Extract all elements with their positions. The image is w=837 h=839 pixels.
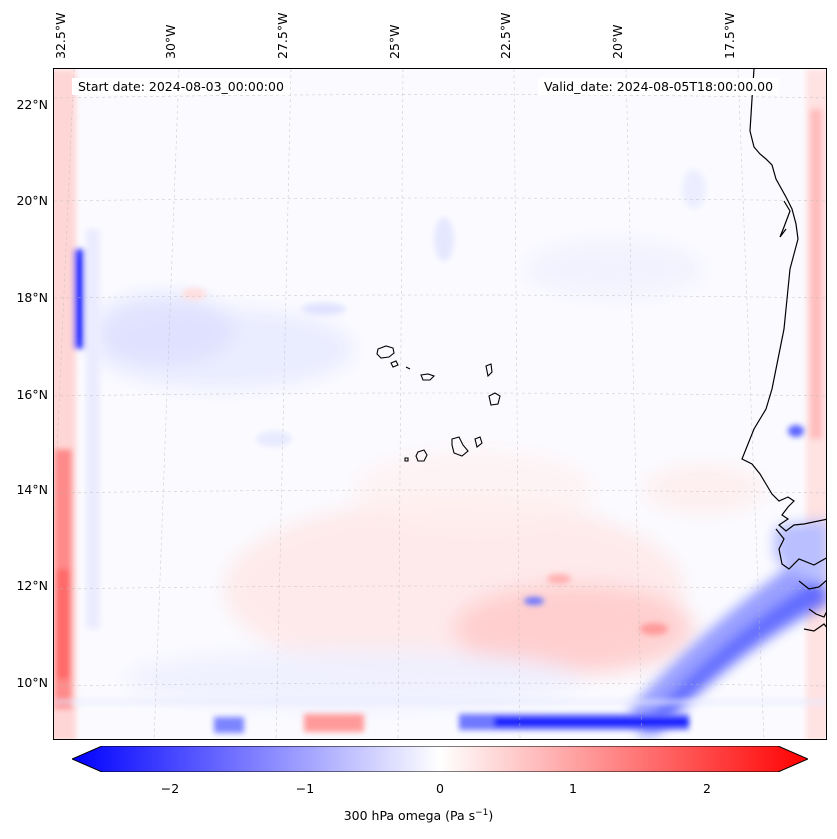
omega-field-plot <box>54 69 826 739</box>
colorbar-tick-label: −2 <box>160 781 180 796</box>
start-date-label: Start date: 2024-08-03_00:00:00 <box>72 78 290 95</box>
lat-tick-label: 12°N <box>16 578 48 593</box>
lat-tick-label: 18°N <box>16 290 48 305</box>
omega-left-edge-bands <box>54 69 100 739</box>
lat-tick-label: 14°N <box>16 482 48 497</box>
colorbar-label-close: ) <box>488 808 494 824</box>
omega-southeast-descent-band <box>629 519 826 739</box>
omega-small-features <box>182 169 804 635</box>
colorbar-tick-label: 2 <box>703 781 711 796</box>
omega-right-edge-bands <box>806 69 826 739</box>
lon-tick-label: 17.5°W <box>722 12 737 59</box>
colorbar-tick-label: 1 <box>569 781 577 796</box>
lon-tick-label: 27.5°W <box>275 12 290 59</box>
colorbar-label-exponent: −1 <box>475 808 489 818</box>
omega-weak-patches <box>94 239 764 709</box>
coastline <box>741 69 826 632</box>
graticule-lines <box>54 69 826 739</box>
lat-tick-label: 10°N <box>16 675 48 690</box>
lat-tick-label: 16°N <box>16 387 48 402</box>
colorbar-label: 300 hPa omega (Pa s−1) <box>0 808 837 823</box>
valid-date-label: Valid_date: 2024-08-05T18:00:00.00 <box>538 78 780 95</box>
lon-tick-label: 32.5°W <box>53 12 68 59</box>
lon-tick-label: 20°W <box>610 24 625 59</box>
lat-tick-label: 20°N <box>16 193 48 208</box>
lat-tick-label: 22°N <box>16 97 48 112</box>
lon-tick-label: 22.5°W <box>498 12 513 59</box>
colorbar-tick-label: 0 <box>436 781 444 796</box>
colorbar-tick-label: −1 <box>295 781 315 796</box>
lon-tick-label: 25°W <box>387 24 402 59</box>
colorbar <box>72 746 808 772</box>
omega-map-panel <box>53 68 827 740</box>
cabo-verde-islands <box>376 345 501 462</box>
lon-tick-label: 30°W <box>163 24 178 59</box>
omega-southern-blue-strip <box>54 699 826 733</box>
colorbar-label-text: 300 hPa omega (Pa s <box>343 808 476 824</box>
colorbar-ramp <box>72 746 808 772</box>
